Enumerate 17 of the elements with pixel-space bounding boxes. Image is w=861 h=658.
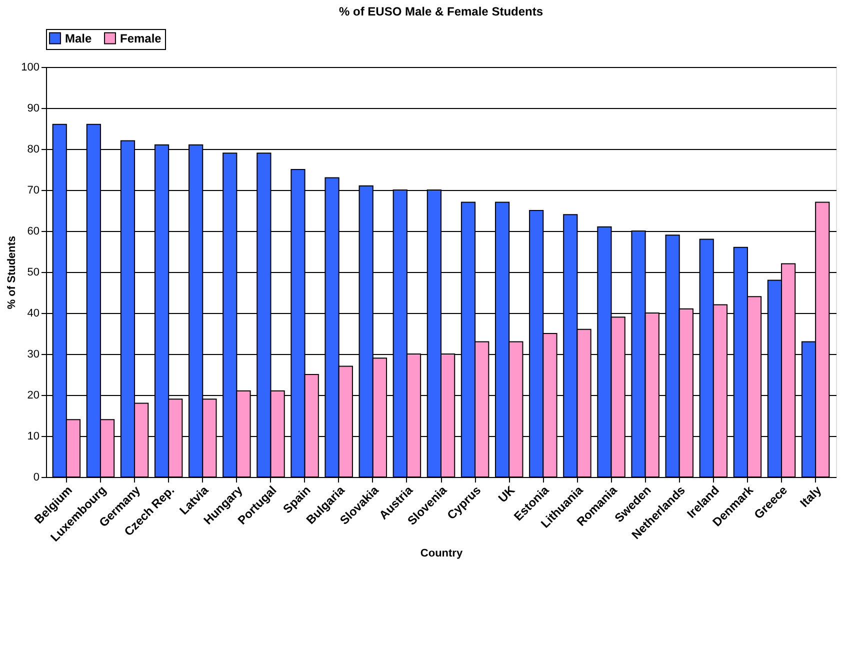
y-tick-label: 30: [27, 348, 40, 360]
y-tick-label: 60: [27, 226, 40, 238]
y-tick-label: 40: [27, 308, 40, 320]
y-tick-label: 10: [27, 430, 40, 442]
legend-label: Male: [65, 31, 92, 46]
legend-label: Female: [120, 31, 162, 46]
y-tick-label: 20: [27, 390, 40, 402]
y-tick-label: 100: [21, 62, 40, 74]
y-tick-label: 0: [33, 472, 40, 484]
x-axis-title: Country: [420, 548, 464, 560]
y-tick-label: 70: [27, 184, 40, 196]
y-tick-label: 50: [27, 266, 40, 278]
y-tick-label: 90: [27, 102, 40, 114]
y-tick-label: 80: [27, 144, 40, 156]
y-axis-title: % of Students: [6, 236, 18, 310]
x-tick-label: UK: [495, 482, 518, 506]
chart-title: % of EUSO Male & Female Students: [338, 4, 544, 18]
